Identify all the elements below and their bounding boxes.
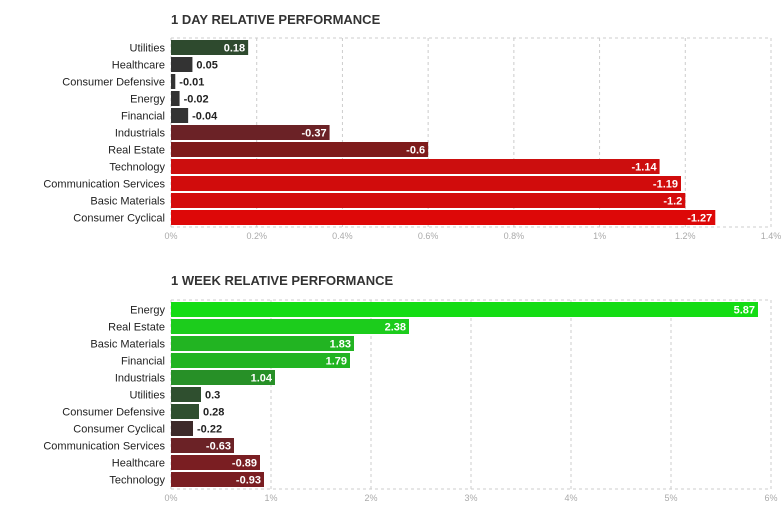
value-label: -0.22 [197, 424, 222, 436]
bar [171, 336, 354, 351]
bar [171, 370, 275, 385]
day-performance-chart: 0% 0.2% 0.4% 0.6% 0.8% 1% 1.2% 1.4% Utilities 0.1… [43, 37, 782, 241]
value-label: 1.83 [330, 339, 351, 351]
value-label: 0.28 [203, 407, 224, 419]
value-label: 1.79 [326, 356, 347, 368]
x-tick-label: 0% [164, 231, 177, 241]
bar [171, 125, 330, 140]
category-label: Energy [130, 305, 165, 317]
bar [171, 472, 264, 487]
x-tick-label: 0.6% [418, 231, 439, 241]
value-label: -1.14 [631, 162, 657, 174]
category-label: Basic Materials [90, 196, 165, 208]
x-tick-label: 6% [764, 493, 777, 503]
category-label: Financial [121, 356, 165, 368]
category-label: Consumer Defensive [62, 407, 165, 419]
x-tick-label: 1.4% [761, 231, 782, 241]
category-label: Consumer Cyclical [73, 213, 165, 225]
category-label: Utilities [130, 390, 166, 402]
value-label: 1.04 [251, 373, 273, 385]
category-label: Consumer Defensive [62, 77, 165, 89]
category-label: Real Estate [108, 322, 165, 334]
bar [171, 455, 260, 470]
bar [171, 159, 660, 174]
week-performance-panel: 1 WEEK RELATIVE PERFORMANCE 0% 1% 2% 3% 4% 5%… [0, 262, 783, 512]
x-tick-label: 1% [264, 493, 277, 503]
category-label: Financial [121, 111, 165, 123]
value-label: -0.6 [406, 145, 425, 157]
x-tick-label: 3% [464, 493, 477, 503]
value-label: -1.27 [687, 213, 712, 225]
category-label: Healthcare [112, 60, 165, 72]
category-label: Energy [130, 94, 165, 106]
value-label: 5.87 [734, 305, 755, 317]
bar [171, 438, 234, 453]
x-tick-label: 4% [564, 493, 577, 503]
x-tick-label: 5% [664, 493, 677, 503]
value-label: -0.02 [184, 94, 209, 106]
x-tick-label: 1% [593, 231, 606, 241]
value-label: 0.18 [224, 43, 245, 55]
x-tick-label: 0.4% [332, 231, 353, 241]
bar [171, 108, 189, 123]
category-label: Technology [109, 162, 165, 174]
bar [171, 142, 429, 157]
category-label: Consumer Cyclical [73, 424, 165, 436]
bar [171, 193, 686, 208]
x-tick-label: 2% [364, 493, 377, 503]
category-label: Basic Materials [90, 339, 165, 351]
category-label: Communication Services [43, 179, 165, 191]
bar [171, 404, 199, 419]
chart-title: 1 WEEK RELATIVE PERFORMANCE [171, 273, 394, 288]
chart-title: 1 DAY RELATIVE PERFORMANCE [171, 12, 381, 27]
bar [171, 40, 249, 55]
value-label: 2.38 [385, 322, 406, 334]
bar [171, 210, 716, 225]
x-tick-label: 0.8% [504, 231, 525, 241]
category-label: Technology [109, 475, 165, 487]
bar [171, 91, 180, 106]
value-label: -0.93 [236, 475, 261, 487]
bar [171, 421, 193, 436]
value-label: -0.04 [192, 111, 218, 123]
value-label: -0.37 [301, 128, 326, 140]
day-performance-panel: 1 DAY RELATIVE PERFORMANCE 0% 0.2% 0.4% 0.6… [0, 0, 783, 250]
category-label: Industrials [115, 128, 166, 140]
category-label: Utilities [130, 43, 166, 55]
category-label: Real Estate [108, 145, 165, 157]
x-tick-label: 0% [164, 493, 177, 503]
x-tick-label: 1.2% [675, 231, 696, 241]
value-label: 0.3 [205, 390, 220, 402]
category-label: Communication Services [43, 441, 165, 453]
value-label: -1.2 [663, 196, 682, 208]
week-performance-chart: 0% 1% 2% 3% 4% 5% 6% Energy 5.87 Real Estate 2.38 B… [43, 299, 778, 503]
value-label: -0.01 [179, 77, 204, 89]
bar [171, 57, 193, 72]
category-label: Healthcare [112, 458, 165, 470]
bar [171, 302, 758, 317]
value-label: -1.19 [653, 179, 678, 191]
value-label: -0.89 [232, 458, 257, 470]
x-tick-label: 0.2% [246, 231, 267, 241]
bar [171, 387, 201, 402]
value-label: 0.05 [196, 60, 217, 72]
bar [171, 74, 176, 89]
value-label: -0.63 [206, 441, 231, 453]
category-label: Industrials [115, 373, 166, 385]
bar [171, 353, 350, 368]
bar [171, 319, 409, 334]
bar [171, 176, 681, 191]
